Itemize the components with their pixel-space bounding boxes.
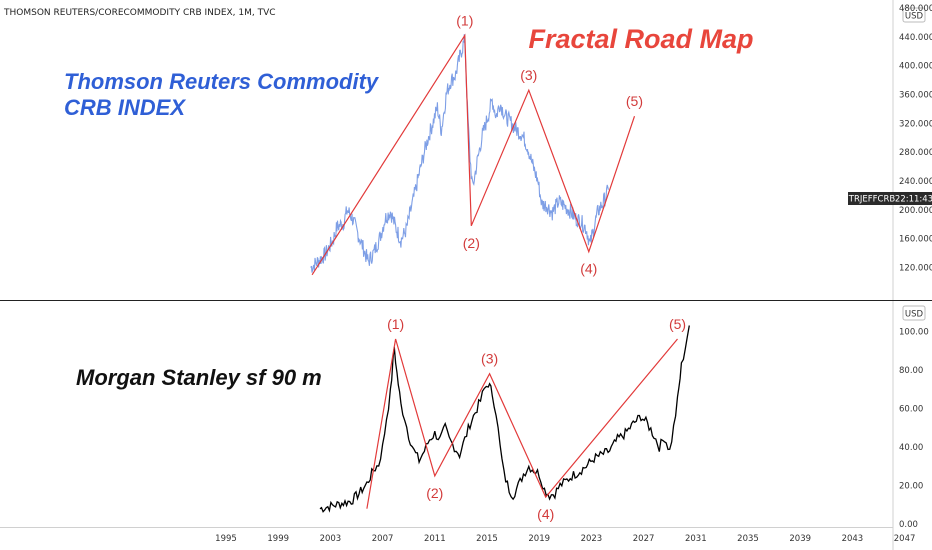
x-tick-9: 2031: [685, 534, 707, 544]
ms-wave-label-3: (3): [481, 351, 498, 367]
y-tick-bottom-2: 40.00: [899, 443, 923, 453]
crb-wave-label-4: (4): [580, 261, 597, 277]
ms-wave-label-2: (2): [426, 485, 443, 501]
ms-series-line: [319, 325, 690, 513]
x-tick-6: 2019: [528, 534, 550, 544]
ms-wave-labels: (1) (2) (3) (4) (5): [387, 316, 686, 522]
currency-top: USD: [905, 12, 924, 22]
price-tag-symbol-bg: [848, 192, 896, 205]
x-tick-0: 1995: [215, 534, 237, 544]
x-tick-10: 2035: [737, 534, 759, 544]
fractal-road-map-title: Fractal Road Map: [528, 24, 753, 54]
y-tick-bottom-0: 0.00: [899, 520, 918, 530]
x-tick-2: 2003: [320, 534, 342, 544]
x-tick-11: 2039: [789, 534, 811, 544]
y-axis-ticks-bottom: 0.00 20.00 40.00 60.00 80.00 100.00: [899, 327, 929, 530]
ms-wave-label-5: (5): [669, 316, 686, 332]
price-tag-time: 22:11:43: [895, 195, 932, 205]
crb-wave-labels: (1) (2) (3) (4) (5): [456, 12, 643, 276]
currency-bottom: USD: [905, 310, 924, 320]
x-tick-7: 2023: [581, 534, 603, 544]
crb-wave-label-3: (3): [520, 67, 537, 83]
x-tick-5: 2015: [476, 534, 498, 544]
crb-series-line: [310, 34, 609, 273]
crb-title-line2: CRB INDEX: [64, 95, 186, 120]
ms-title: Morgan Stanley sf 90 m: [76, 365, 322, 390]
ms-wave-lines: [366, 338, 678, 509]
x-tick-12: 2043: [842, 534, 864, 544]
time-axis[interactable]: 1995 1999 2003 2007 2011 2015 2019 2023 2027 2031…: [0, 527, 915, 545]
x-tick-1: 1999: [267, 534, 289, 544]
crb-pane: (1) (2) (3) (4) (5) Fractal Road Map Thomson…: [64, 12, 932, 277]
price-tag-time-bg: [896, 192, 932, 205]
ms-wave-label-1: (1): [387, 316, 404, 332]
ms-pane: (1) (2) (3) (4) (5) Morgan Stanley sf 90 m: [76, 316, 690, 522]
currency-badge-bottom: [902, 305, 926, 321]
crb-wave-lines: [311, 33, 636, 276]
price-tag-symbol: TRJEFFCRB: [848, 195, 896, 205]
crb-title-line1: Thomson Reuters Commodity: [64, 69, 380, 94]
x-tick-3: 2007: [372, 534, 394, 544]
crb-wave-label-5: (5): [626, 93, 643, 109]
x-tick-4: 2011: [424, 534, 446, 544]
crb-wave-label-2: (2): [463, 235, 480, 251]
ms-wave-label-4: (4): [537, 506, 554, 522]
currency-badge-top: [902, 7, 926, 23]
symbol-title: THOMSON REUTERS/CORECOMMODITY CRB INDEX,…: [3, 8, 276, 18]
y-tick-bottom-5: 100.00: [899, 327, 929, 337]
y-tick-bottom-4: 80.00: [899, 366, 923, 376]
y-tick-bottom-3: 60.00: [899, 404, 923, 414]
x-tick-8: 2027: [633, 534, 655, 544]
crb-wave-label-1: (1): [456, 12, 473, 28]
y-tick-bottom-1: 20.00: [899, 482, 923, 492]
x-axis-ticks: 1995 1999 2003 2007 2011 2015 2019 2023 2027 2031…: [215, 534, 915, 544]
x-tick-13: 2047: [894, 534, 916, 544]
price-tag: TRJEFFCRB 22:11:43: [848, 192, 932, 205]
